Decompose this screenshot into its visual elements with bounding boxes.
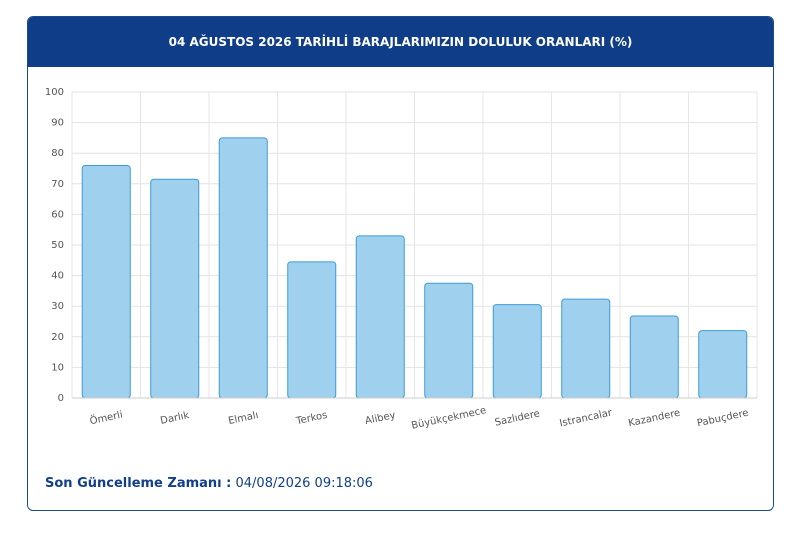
x-tick-label: Terkos xyxy=(294,410,328,428)
y-tick-label: 20 xyxy=(51,332,64,343)
x-tick-label: Darlık xyxy=(159,410,190,427)
bar xyxy=(287,261,337,399)
x-tick-label: Elmalı xyxy=(227,410,259,427)
bar xyxy=(81,164,131,399)
x-tick-label: Pabuçdere xyxy=(696,408,750,430)
y-tick-label: 40 xyxy=(51,271,64,282)
y-tick-label: 80 xyxy=(51,148,64,159)
y-tick-label: 50 xyxy=(51,240,64,251)
y-tick-label: 100 xyxy=(45,87,64,98)
y-tick-label: 0 xyxy=(58,393,64,404)
y-tick-label: 60 xyxy=(51,209,64,220)
x-tick-label: Büyükçekmece xyxy=(410,405,487,432)
bar xyxy=(629,315,679,399)
y-tick-label: 10 xyxy=(51,362,64,373)
bar xyxy=(150,178,200,399)
chart-title: 04 AĞUSTOS 2026 TARİHLİ BARAJLARIMIZIN D… xyxy=(28,17,773,67)
x-tick-label: Sazlıdere xyxy=(494,408,541,428)
bar xyxy=(698,330,748,399)
footer-value: 04/08/2026 09:18:06 xyxy=(235,476,373,491)
y-tick-label: 90 xyxy=(51,118,64,129)
bar xyxy=(424,282,474,399)
footer-label: Son Güncelleme Zamanı : xyxy=(45,476,232,491)
y-tick-label: 70 xyxy=(51,179,64,190)
bar xyxy=(492,304,542,399)
y-tick-label: 30 xyxy=(51,301,64,312)
footer: Son Güncelleme Zamanı : 04/08/2026 09:18… xyxy=(45,476,373,491)
x-tick-label: Kazandere xyxy=(627,408,681,430)
x-tick-label: Alibey xyxy=(364,410,397,427)
bar xyxy=(561,298,611,399)
bar xyxy=(355,235,405,399)
x-tick-label: Ömerli xyxy=(88,408,123,428)
x-tick-label: Istrancalar xyxy=(559,407,614,429)
bar xyxy=(218,137,268,399)
